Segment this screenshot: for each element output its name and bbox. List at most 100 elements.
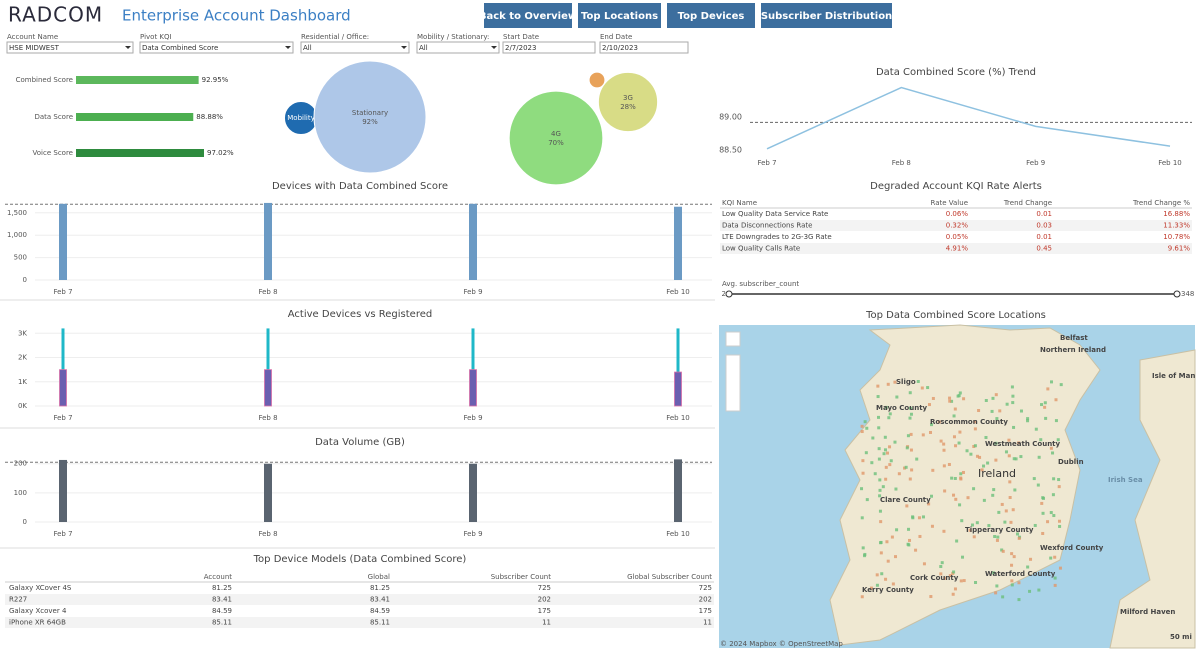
score-label: Voice Score (33, 149, 73, 157)
row-stripe (720, 220, 1192, 231)
x-tick-label: Feb 8 (892, 159, 911, 167)
map-dot (914, 548, 918, 552)
x-tick-label: Feb 7 (53, 288, 72, 296)
map-dot (1041, 511, 1045, 515)
table-title: Top Device Models (Data Combined Score) (253, 554, 467, 565)
map-dot (917, 516, 921, 520)
table-cell: 9.61% (1168, 245, 1191, 253)
map-dot (975, 521, 979, 525)
map-dot (992, 488, 996, 492)
y-tick-label: 0 (23, 518, 27, 526)
map-dot (998, 409, 1002, 413)
map-dot (1053, 555, 1057, 559)
column-header: Trend Change (1003, 199, 1052, 207)
x-tick-label: Feb 9 (463, 530, 482, 538)
filter-input[interactable] (6, 41, 134, 54)
map-dot (1026, 419, 1030, 423)
map-dot (905, 504, 909, 508)
table-cell: 202 (538, 596, 551, 604)
map-dot (884, 577, 888, 581)
x-tick-label: Feb 8 (258, 530, 277, 538)
map-dot (953, 587, 957, 591)
map-dot (906, 542, 910, 546)
map-dot (1012, 555, 1016, 559)
bubble (597, 71, 659, 133)
map-dot (894, 487, 898, 491)
map-dot (1039, 438, 1043, 442)
map-dot (905, 446, 909, 450)
map-label: Sligo (896, 378, 916, 386)
map-label: Wexford County (1040, 544, 1104, 552)
map-dot (1052, 477, 1056, 481)
map-dot (927, 403, 931, 407)
map-dot (1000, 548, 1004, 552)
map-dot (894, 555, 898, 559)
map-scale: 50 mi (1170, 633, 1192, 641)
filter-input[interactable] (599, 41, 689, 54)
map-dot (974, 581, 978, 585)
map-dot (973, 427, 977, 431)
map-dot (959, 472, 963, 476)
table-cell: 0.01 (1036, 233, 1052, 241)
map-dot (929, 595, 933, 599)
filter-input[interactable] (139, 41, 294, 54)
map-dot (1019, 409, 1023, 413)
map-dot (879, 551, 883, 555)
filter-input[interactable] (502, 41, 596, 54)
table-cell: 0.01 (1036, 210, 1052, 218)
slider-handle[interactable] (1173, 290, 1181, 298)
map-dot (884, 477, 888, 481)
table-title: Degraded Account KQI Rate Alerts (870, 181, 1042, 192)
filter-input[interactable] (416, 41, 500, 54)
map-dot (1049, 556, 1053, 560)
map-dot (921, 433, 925, 437)
table-cell: 16.88% (1163, 210, 1190, 218)
map-dot (953, 476, 957, 480)
nav-button[interactable] (484, 3, 572, 28)
nav-button[interactable] (761, 3, 892, 28)
nav-button[interactable] (667, 3, 755, 28)
slider-handle[interactable] (725, 290, 733, 298)
map-dot (1011, 401, 1015, 405)
map-dot (877, 457, 881, 461)
map-dot (1009, 520, 1013, 524)
y-tick-label: 3K (18, 329, 27, 337)
map-dot (952, 414, 956, 418)
map-dot (877, 415, 881, 419)
map-dot (1034, 427, 1038, 431)
map-dot (1057, 485, 1061, 489)
map-zoom-controls[interactable] (725, 354, 741, 412)
map-dot (908, 391, 912, 395)
map-dot (1004, 509, 1008, 513)
nav-button[interactable] (578, 3, 661, 28)
score-label: Data Score (34, 113, 73, 121)
map-dot (1017, 536, 1021, 540)
column-header: Global Subscriber Count (627, 573, 712, 581)
map-search[interactable] (725, 331, 741, 347)
map-dot (929, 494, 933, 498)
score-value: 97.02% (207, 149, 234, 157)
chart-title: Data Volume (GB) (315, 437, 405, 448)
map-dot (903, 466, 907, 470)
map-label: Waterford County (985, 570, 1056, 578)
table-cell: 0.32% (946, 222, 969, 230)
column-header: Trend Change % (1132, 199, 1190, 207)
map-dot (931, 468, 935, 472)
map-label: Tipperary County (965, 526, 1034, 534)
map-dot (875, 583, 879, 587)
page-title: Enterprise Account Dashboard (122, 7, 351, 25)
map-dot (1049, 511, 1053, 515)
y-tick-label: 1,000 (7, 231, 27, 239)
map-dot (939, 572, 943, 576)
map-dot (942, 448, 946, 452)
map-dot (991, 493, 995, 497)
x-tick-label: Feb 10 (666, 530, 690, 538)
map-dot (993, 534, 997, 538)
row-stripe (5, 617, 714, 628)
y-tick-label: 2K (18, 354, 27, 362)
map-dot (961, 470, 965, 474)
trend-line (766, 86, 1171, 150)
map-label: Isle of Man (1152, 372, 1195, 380)
table-cell: 85.11 (212, 619, 232, 627)
filter-input[interactable] (300, 41, 410, 54)
